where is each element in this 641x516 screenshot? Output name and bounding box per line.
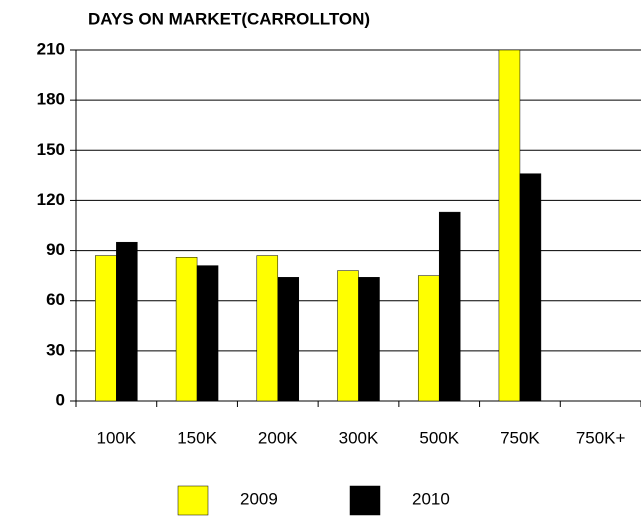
- legend-swatch: [177, 485, 209, 516]
- legend-swatch: [349, 485, 381, 516]
- legend-label: 2010: [412, 489, 450, 508]
- y-tick-label: 60: [46, 290, 65, 309]
- x-tick-label: 200K: [258, 428, 298, 447]
- y-tick-label: 0: [56, 390, 65, 409]
- bar: [116, 241, 138, 402]
- bar: [358, 277, 380, 402]
- bar: [256, 255, 279, 402]
- bar: [519, 173, 542, 402]
- bar: [438, 211, 461, 402]
- x-tick-label: 750K: [500, 428, 540, 447]
- bar: [498, 49, 521, 402]
- bar: [277, 277, 300, 402]
- bar: [337, 270, 359, 402]
- bar: [175, 257, 198, 402]
- chart-title: DAYS ON MARKET(CARROLLTON): [88, 9, 370, 28]
- y-tick-label: 150: [37, 140, 65, 159]
- bar: [417, 275, 440, 402]
- x-tick-label: 150K: [177, 428, 217, 447]
- y-tick-label: 210: [37, 39, 65, 58]
- y-tick-label: 180: [37, 90, 65, 109]
- bar: [196, 265, 219, 402]
- x-tick-label: 750K+: [576, 428, 626, 447]
- x-tick-label: 300K: [339, 428, 379, 447]
- bar: [95, 255, 117, 402]
- y-tick-label: 120: [37, 190, 65, 209]
- legend-label: 2009: [240, 489, 278, 508]
- y-tick-label: 30: [46, 340, 65, 359]
- x-tick-label: 500K: [419, 428, 459, 447]
- y-tick-label: 90: [46, 240, 65, 259]
- x-tick-label: 100K: [97, 428, 137, 447]
